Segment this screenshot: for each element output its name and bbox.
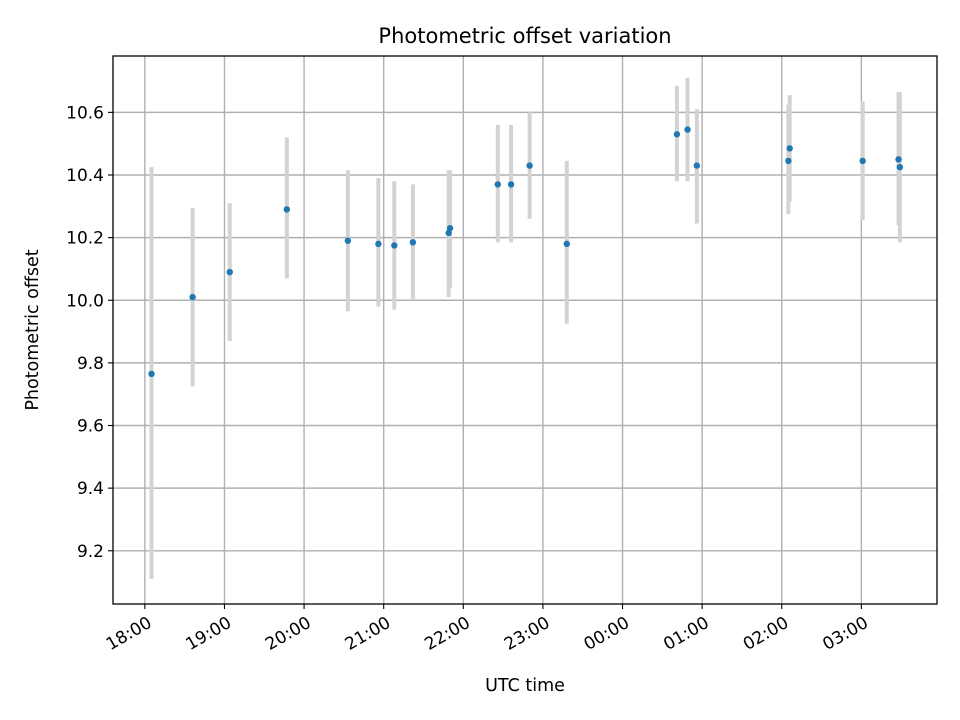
- data-point: [391, 242, 398, 249]
- y-tick-label: 9.4: [77, 479, 104, 499]
- data-point: [563, 240, 570, 248]
- data-point: [226, 268, 233, 276]
- x-tick-label: 03:00: [819, 613, 871, 655]
- x-tick-label: 22:00: [421, 613, 473, 655]
- data-point: [684, 126, 691, 133]
- y-tick-label: 9.6: [77, 417, 104, 437]
- y-axis-label: Photometric offset: [23, 249, 43, 410]
- data-point: [786, 145, 793, 152]
- data-point: [283, 206, 291, 213]
- data-point: [494, 181, 501, 188]
- x-axis-label: UTC time: [485, 676, 565, 696]
- x-tick-label: 19:00: [183, 613, 235, 655]
- data-point: [344, 237, 352, 244]
- data-point: [526, 162, 533, 169]
- error-bars: [149, 77, 902, 579]
- data-point: [375, 240, 382, 248]
- x-tick-label: 20:00: [262, 613, 314, 655]
- y-axis-ticks: 9.2 9.4 9.6 9.8 10.0 10.2 10.4 10.6: [66, 103, 113, 562]
- y-tick-label: 10.4: [66, 166, 104, 186]
- x-tick-label: 00:00: [581, 613, 633, 655]
- data-points: [148, 126, 904, 378]
- data-point: [148, 370, 155, 378]
- y-tick-label: 9.8: [77, 354, 104, 374]
- data-point: [189, 293, 196, 301]
- data-point: [673, 131, 681, 138]
- y-tick-label: 9.2: [77, 542, 104, 562]
- data-point: [693, 162, 701, 169]
- plot-frame: [112, 55, 938, 605]
- x-tick-label: 01:00: [660, 613, 712, 655]
- data-point: [785, 157, 792, 165]
- data-point: [409, 239, 417, 246]
- x-axis-ticks: 18:00 19:00 20:00 21:00 22:00 23:00 00:00 01:00…: [103, 604, 872, 655]
- data-point: [895, 156, 902, 163]
- x-tick-label: 02:00: [740, 613, 792, 655]
- chart-title: Photometric offset variation: [378, 24, 671, 48]
- data-point: [859, 157, 866, 165]
- y-tick-label: 10.0: [66, 291, 104, 311]
- y-tick-label: 10.2: [66, 229, 104, 249]
- x-tick-label: 18:00: [103, 613, 155, 655]
- grid-lines: [113, 56, 937, 604]
- x-tick-label: 23:00: [501, 613, 553, 655]
- data-point: [507, 181, 515, 188]
- x-tick-label: 21:00: [342, 613, 394, 655]
- data-point: [896, 163, 904, 171]
- data-point: [446, 225, 454, 232]
- y-tick-label: 10.6: [66, 103, 104, 123]
